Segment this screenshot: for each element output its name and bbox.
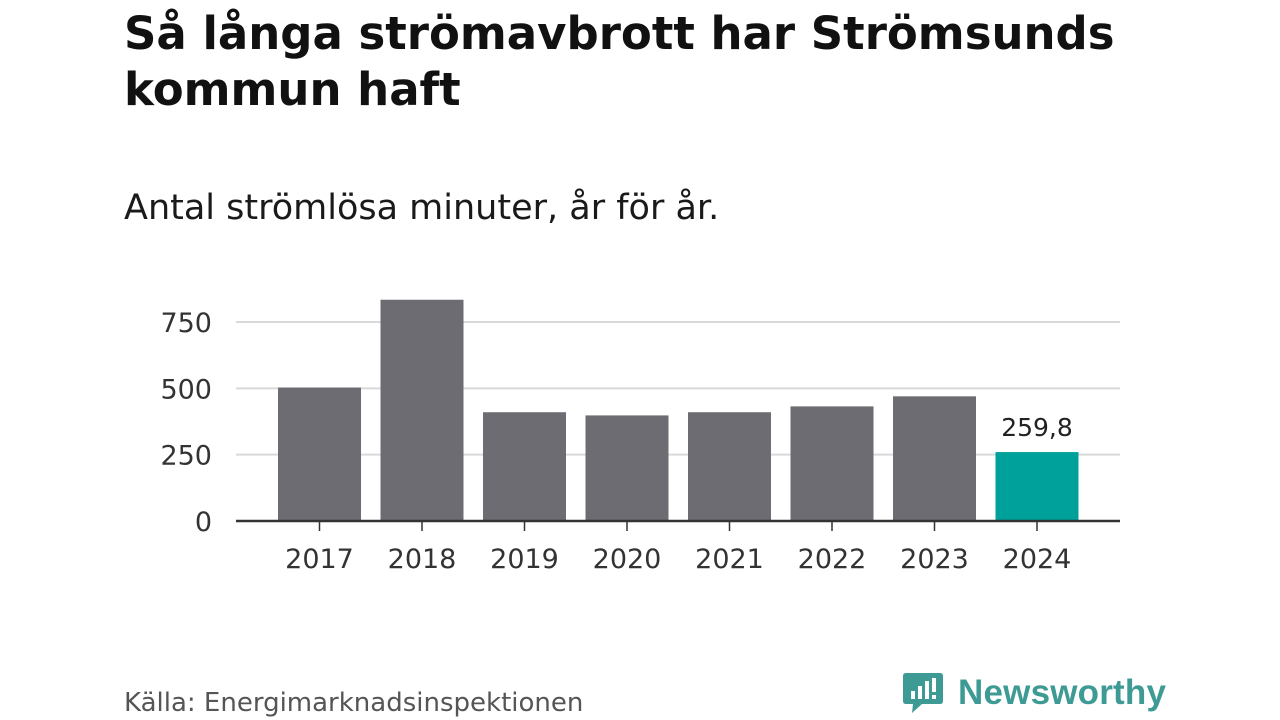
y-tick-label: 0 bbox=[195, 507, 212, 538]
x-tick-label: 2020 bbox=[593, 544, 662, 575]
y-tick-label: 250 bbox=[160, 441, 212, 472]
tick-labels: 0 250 500 750 2017 2018 2019 2020 2021 2022 2023 20… bbox=[160, 308, 1072, 575]
x-tick-label: 2024 bbox=[1003, 544, 1072, 575]
bars bbox=[278, 299, 1079, 521]
bar-2018 bbox=[380, 299, 464, 521]
y-tick-label: 500 bbox=[160, 374, 212, 405]
x-tick-label: 2019 bbox=[490, 544, 559, 575]
bar-chart: 0 250 500 750 2017 2018 2019 2020 2021 2022 2023 20… bbox=[160, 299, 1120, 575]
x-tick-label: 2022 bbox=[798, 544, 867, 575]
bar-2022 bbox=[790, 406, 874, 521]
y-tick-label: 750 bbox=[160, 308, 212, 339]
bar-2017 bbox=[278, 387, 361, 521]
bar-chart-speech-bubble-icon bbox=[903, 673, 943, 713]
x-tick-label: 2023 bbox=[900, 544, 969, 575]
chart-subtitle: Antal strömlösa minuter, år för år. bbox=[124, 188, 720, 228]
data-label: 259,8 bbox=[1001, 413, 1073, 442]
brand-name: Newsworthy bbox=[958, 673, 1167, 712]
bar-2019 bbox=[483, 412, 566, 521]
source-note: Källa: Energimarknadsinspektionen bbox=[124, 688, 584, 718]
x-tick-label: 2017 bbox=[285, 544, 354, 575]
bar-2024 bbox=[995, 452, 1079, 521]
bar-2023 bbox=[893, 396, 976, 521]
x-tick-label: 2021 bbox=[695, 544, 764, 575]
bar-2021 bbox=[688, 412, 771, 521]
axes bbox=[236, 519, 1120, 531]
gridlines bbox=[236, 321, 1120, 456]
brand-logo: Newsworthy bbox=[902, 671, 1166, 715]
chart-title: Så långa strömavbrott har Strömsunds kom… bbox=[124, 7, 1115, 116]
x-tick-label: 2018 bbox=[388, 544, 457, 575]
bar-2020 bbox=[585, 415, 669, 521]
